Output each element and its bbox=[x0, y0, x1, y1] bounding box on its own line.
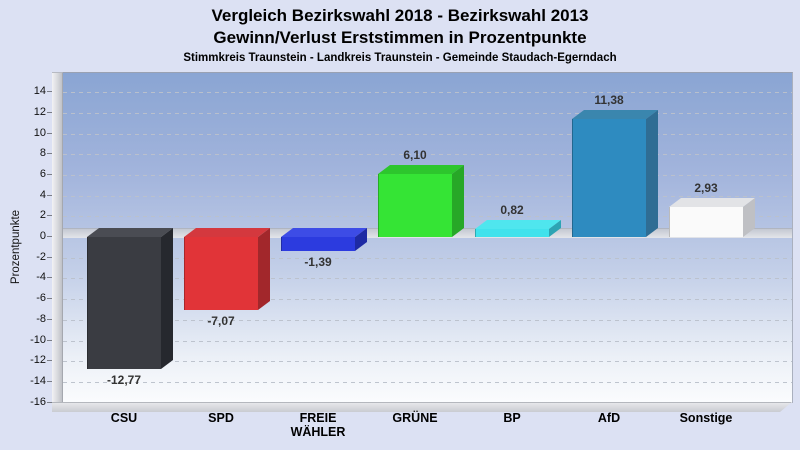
y-tick-mark--12 bbox=[47, 360, 52, 361]
bar-top-sonstige bbox=[669, 197, 755, 207]
y-tick-label--8: -8 bbox=[36, 312, 46, 325]
y-tick-label-2: 2 bbox=[39, 209, 46, 222]
y-tick-label--4: -4 bbox=[36, 271, 46, 284]
y-tick-mark-2 bbox=[47, 215, 52, 216]
gridline-8 bbox=[63, 154, 792, 155]
y-tick-mark-0 bbox=[47, 236, 52, 237]
y-tick-label--12: -12 bbox=[30, 354, 46, 367]
y-tick-label--16: -16 bbox=[30, 395, 46, 408]
value-label-freie-w-hler: -1,39 bbox=[304, 255, 332, 270]
y-tick-label--6: -6 bbox=[36, 292, 46, 305]
y-tick-mark--10 bbox=[47, 340, 52, 341]
y-tick-mark-14 bbox=[47, 91, 52, 92]
y-tick-label-6: 6 bbox=[39, 167, 46, 180]
y-tick-mark-8 bbox=[47, 153, 52, 154]
bar-side-csu bbox=[161, 227, 173, 370]
y-tick-mark--8 bbox=[47, 319, 52, 320]
gridline-14 bbox=[63, 92, 792, 93]
gridline--6 bbox=[63, 299, 792, 300]
y-tick-mark--6 bbox=[47, 298, 52, 299]
value-label-gr-ne: 6,10 bbox=[403, 147, 427, 162]
y-tick-mark-4 bbox=[47, 195, 52, 196]
category-label-sonstige: Sonstige bbox=[679, 411, 733, 425]
y-tick-label-10: 10 bbox=[33, 126, 46, 139]
gridline--14 bbox=[63, 382, 792, 383]
value-label-spd: -7,07 bbox=[207, 314, 235, 329]
bar-afd bbox=[572, 119, 646, 237]
bar-top-afd bbox=[572, 110, 658, 120]
bar-top-bp bbox=[475, 219, 561, 229]
gridline--8 bbox=[63, 320, 792, 321]
y-tick-label-14: 14 bbox=[33, 85, 46, 98]
bar-csu bbox=[87, 237, 161, 370]
y-tick-mark--16 bbox=[47, 402, 52, 403]
floor-3d bbox=[52, 402, 792, 412]
y-tick-label--2: -2 bbox=[36, 250, 46, 263]
bar-top-csu bbox=[87, 228, 173, 237]
category-label-spd: SPD bbox=[208, 411, 234, 425]
gridline--2 bbox=[63, 258, 792, 259]
y-tick-mark-12 bbox=[47, 112, 52, 113]
y-tick-label-4: 4 bbox=[39, 188, 46, 201]
y-tick-mark-6 bbox=[47, 174, 52, 175]
y-tick-label-0: 0 bbox=[39, 230, 46, 242]
y-tick-label--10: -10 bbox=[30, 333, 46, 346]
gridline--12 bbox=[63, 361, 792, 362]
y-tick-mark-10 bbox=[47, 133, 52, 134]
category-label-gr-ne: GRÜNE bbox=[392, 411, 438, 425]
bar-top-spd bbox=[184, 228, 270, 237]
gridline-10 bbox=[63, 134, 792, 135]
bar-side-spd bbox=[258, 227, 270, 311]
category-label-bp: BP bbox=[503, 411, 521, 425]
bar-top-freie-w-hler bbox=[281, 228, 367, 237]
plot-area: -12,77 -7,07 -1,39 6,10 0,82 11,38 2,93 bbox=[63, 72, 793, 403]
bar-top-gr-ne bbox=[378, 164, 464, 174]
category-label-freie-w-hler: FREIE WÄHLER bbox=[290, 411, 346, 439]
value-label-afd: 11,38 bbox=[594, 93, 624, 108]
y-tick-mark--14 bbox=[47, 381, 52, 382]
y-tick-label-12: 12 bbox=[33, 105, 46, 118]
bar-bp bbox=[475, 228, 549, 237]
bar-spd bbox=[184, 237, 258, 311]
value-label-bp: 0,82 bbox=[500, 202, 524, 217]
chart-subtitle: Stimmkreis Traunstein - Landkreis Trauns… bbox=[183, 52, 617, 64]
axis-wall-3d bbox=[52, 72, 63, 403]
bar-side-afd bbox=[646, 110, 658, 237]
chart-title-line1: Vergleich Bezirkswahl 2018 - Bezirkswahl… bbox=[211, 6, 589, 25]
bar-sonstige bbox=[669, 206, 743, 237]
y-tick-mark--2 bbox=[47, 257, 52, 258]
bar-gr-ne bbox=[378, 173, 452, 237]
chart-title-line2: Gewinn/Verlust Erststimmen in Prozentpun… bbox=[213, 28, 587, 47]
gridline--4 bbox=[63, 278, 792, 279]
category-label-afd: AfD bbox=[597, 411, 621, 425]
gridline--10 bbox=[63, 341, 792, 342]
category-label-csu: CSU bbox=[110, 411, 138, 425]
gridline-12 bbox=[63, 113, 792, 114]
y-tick-mark--4 bbox=[47, 277, 52, 278]
value-label-csu: -12,77 bbox=[106, 373, 142, 388]
value-label-sonstige: 2,93 bbox=[694, 180, 718, 195]
bar-freie-w-hler bbox=[281, 237, 355, 252]
bar-side-gr-ne bbox=[452, 164, 464, 237]
y-tick-label-8: 8 bbox=[39, 147, 46, 160]
y-tick-label--14: -14 bbox=[30, 374, 46, 387]
